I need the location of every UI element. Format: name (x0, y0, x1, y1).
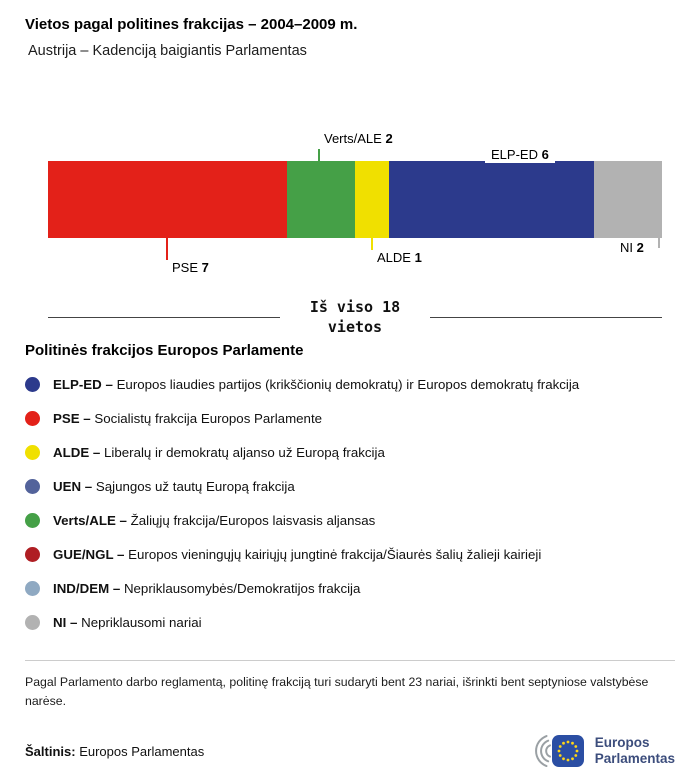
legend-item-alde: ALDE – Liberalų ir demokratų aljanso už … (25, 443, 675, 461)
pse-label-text: PSE (172, 260, 199, 275)
legend-color-dot (25, 614, 40, 630)
legend-item-ind-dem: IND/DEM – Nepriklausomybės/Demokratijos … (25, 579, 675, 597)
ni-label-text: NI (620, 240, 633, 255)
legend-faction-desc: Nepriklausomybės/Demokratijos frakcija (123, 580, 361, 596)
total-seats: Iš viso 18 vietos (48, 297, 662, 337)
total-seats-label: Iš viso 18 vietos (280, 297, 430, 337)
total-left-rule (48, 316, 280, 318)
legend-faction-name: Verts/ALE – (53, 512, 127, 528)
ni-tick-line (658, 238, 660, 248)
legend-faction-desc: Sąjungos už tautų Europą frakcija (95, 478, 295, 494)
total-seats-line1: Iš viso 18 (309, 298, 401, 316)
total-seats-line2: vietos (327, 318, 383, 336)
bar-label-elp-ed: ELP-ED 6 (485, 146, 555, 163)
legend-color-dot (25, 410, 40, 426)
legend-faction-desc: Socialistų frakcija Europos Parlamente (94, 410, 323, 426)
ep-logo-line1: Europos (594, 735, 650, 751)
source: Šaltinis: Europos Parlamentas (25, 744, 204, 759)
bar-segment-elp-ed (389, 161, 594, 238)
legend-faction-desc: Europos vieningųjų kairiųjų jungtinė fra… (128, 546, 542, 562)
bar-label-ni: NI 2 (620, 240, 644, 255)
legend-color-dot (25, 376, 40, 392)
bar-segment-verts-ale (286, 161, 355, 238)
source-label: Šaltinis: (25, 743, 76, 759)
legend-item-pse: PSE – Socialistų frakcija Europos Parlam… (25, 409, 675, 427)
legend-title: Politinės frakcijos Europos Parlamente (25, 342, 304, 359)
legend-color-dot (25, 512, 40, 528)
legend-faction-name: NI – (53, 614, 78, 630)
legend-item-ni: NI – Nepriklausomi nariai (25, 613, 675, 631)
legend-faction-desc: Nepriklausomi nariai (81, 614, 202, 630)
page-subtitle: Austrija – Kadenciją baigiantis Parlamen… (28, 43, 307, 59)
footer-divider (25, 660, 675, 661)
pse-tick-line (166, 238, 168, 260)
ep-logo-line2: Parlamentas (594, 751, 675, 767)
legend-item-gue-ngl: GUE/NGL – Europos vieningųjų kairiųjų ju… (25, 545, 675, 563)
legend-faction-name: ALDE – (53, 444, 101, 460)
legend-faction-name: PSE – (53, 410, 91, 426)
legend-item-uen: UEN – Sąjungos už tautų Europą frakcija (25, 477, 675, 495)
elp-ed-label-text: ELP-ED (491, 147, 538, 162)
legend-color-dot (25, 444, 40, 460)
verts-ale-tick-line (318, 149, 320, 161)
legend-faction-name: UEN – (53, 478, 93, 494)
verts-ale-label-text: Verts/ALE (324, 131, 382, 146)
bottom-row: Šaltinis: Europos Parlamentas (25, 733, 675, 769)
source-value: Europos Parlamentas (79, 743, 205, 759)
alde-label-value: 1 (414, 250, 422, 265)
legend-faction-name: ELP-ED – (53, 376, 113, 392)
bar-segment-alde (354, 161, 390, 238)
footnote: Pagal Parlamento darbo reglamentą, polit… (25, 675, 649, 709)
ep-hemicycle-flag-icon (534, 735, 584, 768)
bar-label-verts-ale: Verts/ALE 2 (324, 131, 393, 146)
bar-label-alde: ALDE 1 (377, 250, 422, 265)
ep-logo-wordmark: Europos Parlamentas (595, 735, 675, 767)
legend-faction-desc: Europos liaudies partijos (krikščionių d… (116, 376, 580, 392)
bar-segment-pse (48, 161, 287, 238)
legend-faction-name: IND/DEM – (53, 580, 121, 596)
legend-item-verts-ale: Verts/ALE – Žaliųjų frakcija/Europos lai… (25, 511, 675, 529)
legend-faction-desc: Žaliųjų frakcija/Europos laisvasis aljan… (130, 512, 376, 528)
stacked-bar (48, 161, 662, 238)
header: Vietos pagal politines frakcijas – 2004–… (0, 0, 700, 59)
bar-segment-ni (593, 161, 662, 238)
legend-color-dot (25, 580, 40, 596)
alde-label-text: ALDE (377, 250, 411, 265)
verts-ale-label-value: 2 (385, 131, 393, 146)
legend-faction-name: GUE/NGL – (53, 546, 125, 562)
legend-item-elp-ed: ELP-ED – Europos liaudies partijos (krik… (25, 375, 675, 393)
total-right-rule (430, 316, 662, 318)
pse-label-value: 7 (201, 260, 209, 275)
page-title: Vietos pagal politines frakcijas – 2004–… (25, 16, 358, 33)
legend-color-dot (25, 546, 40, 562)
alde-tick-line (371, 238, 373, 250)
european-parliament-logo: Europos Parlamentas (518, 733, 675, 769)
legend-faction-desc: Liberalų ir demokratų aljanso už Europą … (104, 444, 385, 460)
ni-label-value: 2 (636, 240, 644, 255)
bar-label-pse: PSE 7 (172, 260, 209, 275)
seats-stacked-bar-chart: Verts/ALE 2 ELP-ED 6 PSE 7 ALDE 1 NI 2 I… (0, 59, 700, 342)
elp-ed-label-value: 6 (541, 147, 549, 162)
legend-color-dot (25, 478, 40, 494)
legend: Politinės frakcijos Europos Parlamente E… (0, 342, 700, 631)
